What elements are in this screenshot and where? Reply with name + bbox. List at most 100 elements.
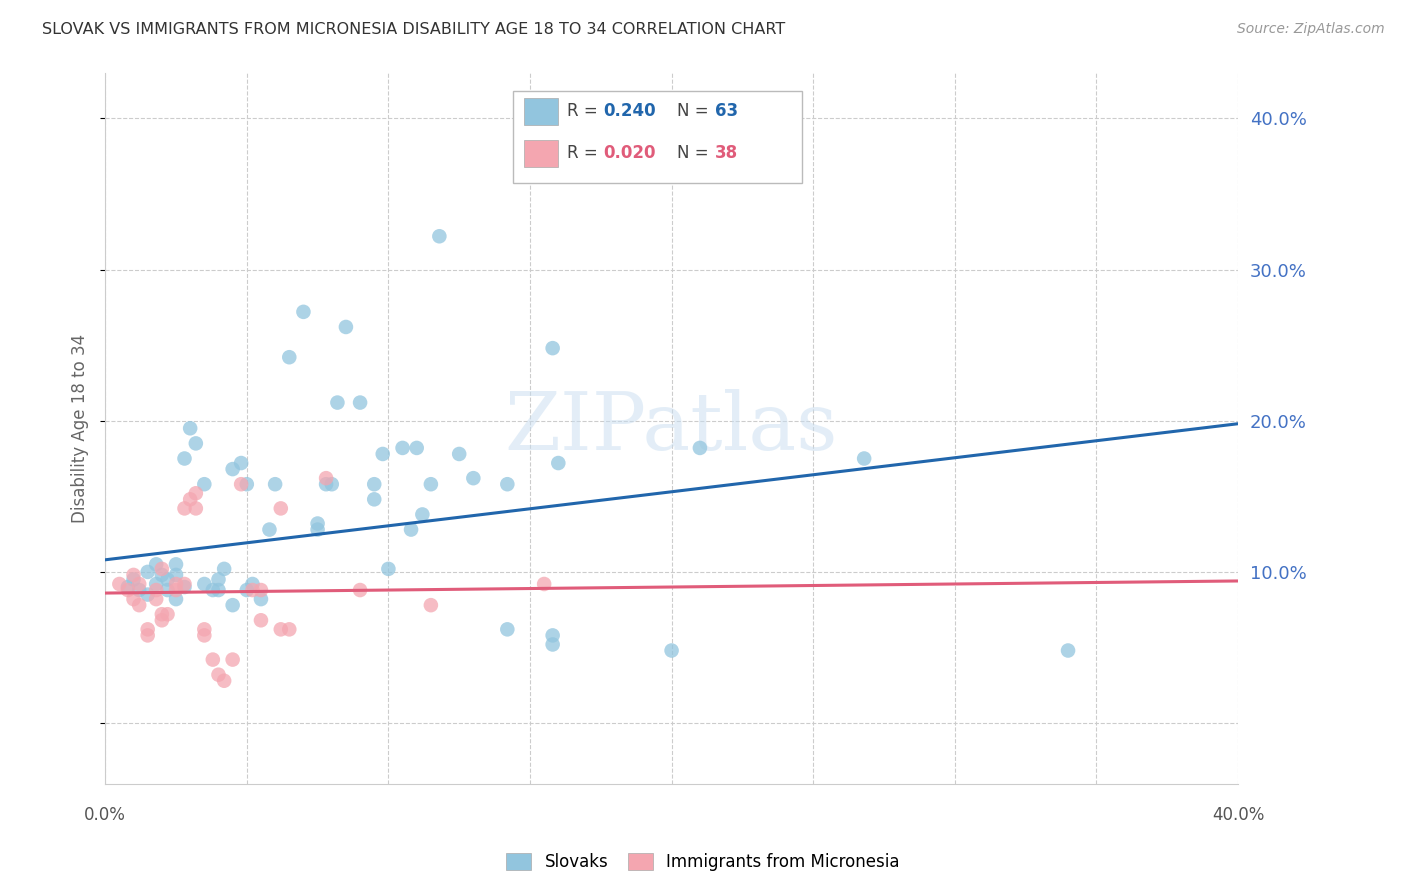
Point [231, 456, 253, 470]
Point [145, 592, 167, 607]
Point [165, 577, 187, 591]
Point [541, 341, 564, 355]
Point [150, 568, 173, 582]
Point [236, 477, 259, 491]
Text: N =: N = [678, 145, 714, 162]
Point [173, 577, 195, 591]
Point [321, 477, 343, 491]
Point [278, 350, 301, 364]
Bar [524, 140, 558, 168]
Point [136, 588, 159, 602]
Point [165, 592, 187, 607]
Point [242, 577, 264, 591]
Bar [524, 98, 558, 125]
Point [207, 582, 229, 597]
Text: R =: R = [568, 145, 603, 162]
Point [108, 577, 131, 591]
Point [250, 582, 273, 597]
Y-axis label: Disability Age 18 to 34: Disability Age 18 to 34 [72, 334, 89, 523]
Point [250, 613, 273, 627]
Text: N =: N = [678, 102, 714, 120]
Point [145, 558, 167, 572]
Point [184, 486, 207, 500]
Point [315, 477, 337, 491]
Point [259, 523, 281, 537]
Text: 0.020: 0.020 [603, 145, 657, 162]
Point [136, 565, 159, 579]
Point [150, 613, 173, 627]
Point [128, 582, 150, 597]
Point [207, 573, 229, 587]
Point [136, 623, 159, 637]
Point [122, 573, 145, 587]
Point [242, 582, 264, 597]
Point [145, 577, 167, 591]
Point [145, 582, 167, 597]
Point [449, 447, 471, 461]
Point [307, 516, 329, 531]
Point [173, 580, 195, 594]
Text: 40.0%: 40.0% [1212, 806, 1264, 824]
Point [236, 582, 259, 597]
Text: SLOVAK VS IMMIGRANTS FROM MICRONESIA DISABILITY AGE 18 TO 34 CORRELATION CHART: SLOVAK VS IMMIGRANTS FROM MICRONESIA DIS… [42, 22, 786, 37]
Point [278, 623, 301, 637]
Point [371, 447, 394, 461]
Point [292, 305, 315, 319]
Point [377, 562, 399, 576]
Legend: Slovaks, Immigrants from Micronesia: Slovaks, Immigrants from Micronesia [498, 845, 908, 880]
Point [391, 441, 413, 455]
Point [661, 643, 683, 657]
Point [533, 577, 555, 591]
Point [221, 652, 243, 666]
Point [173, 501, 195, 516]
Point [212, 673, 235, 688]
Point [547, 456, 569, 470]
Point [419, 477, 441, 491]
Point [179, 421, 201, 435]
Point [270, 623, 292, 637]
Point [221, 462, 243, 476]
Point [419, 598, 441, 612]
Point [363, 492, 385, 507]
Point [496, 477, 519, 491]
Point [1057, 643, 1080, 657]
Point [179, 492, 201, 507]
Point [150, 562, 173, 576]
Point [193, 623, 215, 637]
Point [853, 451, 876, 466]
Point [201, 582, 224, 597]
Point [128, 598, 150, 612]
Point [156, 607, 179, 622]
Point [212, 562, 235, 576]
Point [117, 582, 139, 597]
Point [193, 577, 215, 591]
Point [136, 628, 159, 642]
Point [250, 592, 273, 607]
Point [201, 652, 224, 666]
Point [156, 573, 179, 587]
Point [165, 582, 187, 597]
Point [184, 436, 207, 450]
Point [496, 623, 519, 637]
Point [231, 477, 253, 491]
FancyBboxPatch shape [513, 91, 801, 183]
Point [173, 451, 195, 466]
Point [427, 229, 450, 244]
Point [326, 395, 349, 409]
Point [150, 607, 173, 622]
Point [405, 441, 427, 455]
Point [165, 558, 187, 572]
Point [399, 523, 422, 537]
Point [541, 637, 564, 651]
Point [165, 568, 187, 582]
Point [689, 441, 711, 455]
Point [207, 667, 229, 681]
Point [307, 523, 329, 537]
Point [315, 471, 337, 485]
Point [411, 508, 433, 522]
Point [193, 477, 215, 491]
Point [349, 395, 371, 409]
Point [221, 598, 243, 612]
Point [122, 592, 145, 607]
Point [349, 582, 371, 597]
